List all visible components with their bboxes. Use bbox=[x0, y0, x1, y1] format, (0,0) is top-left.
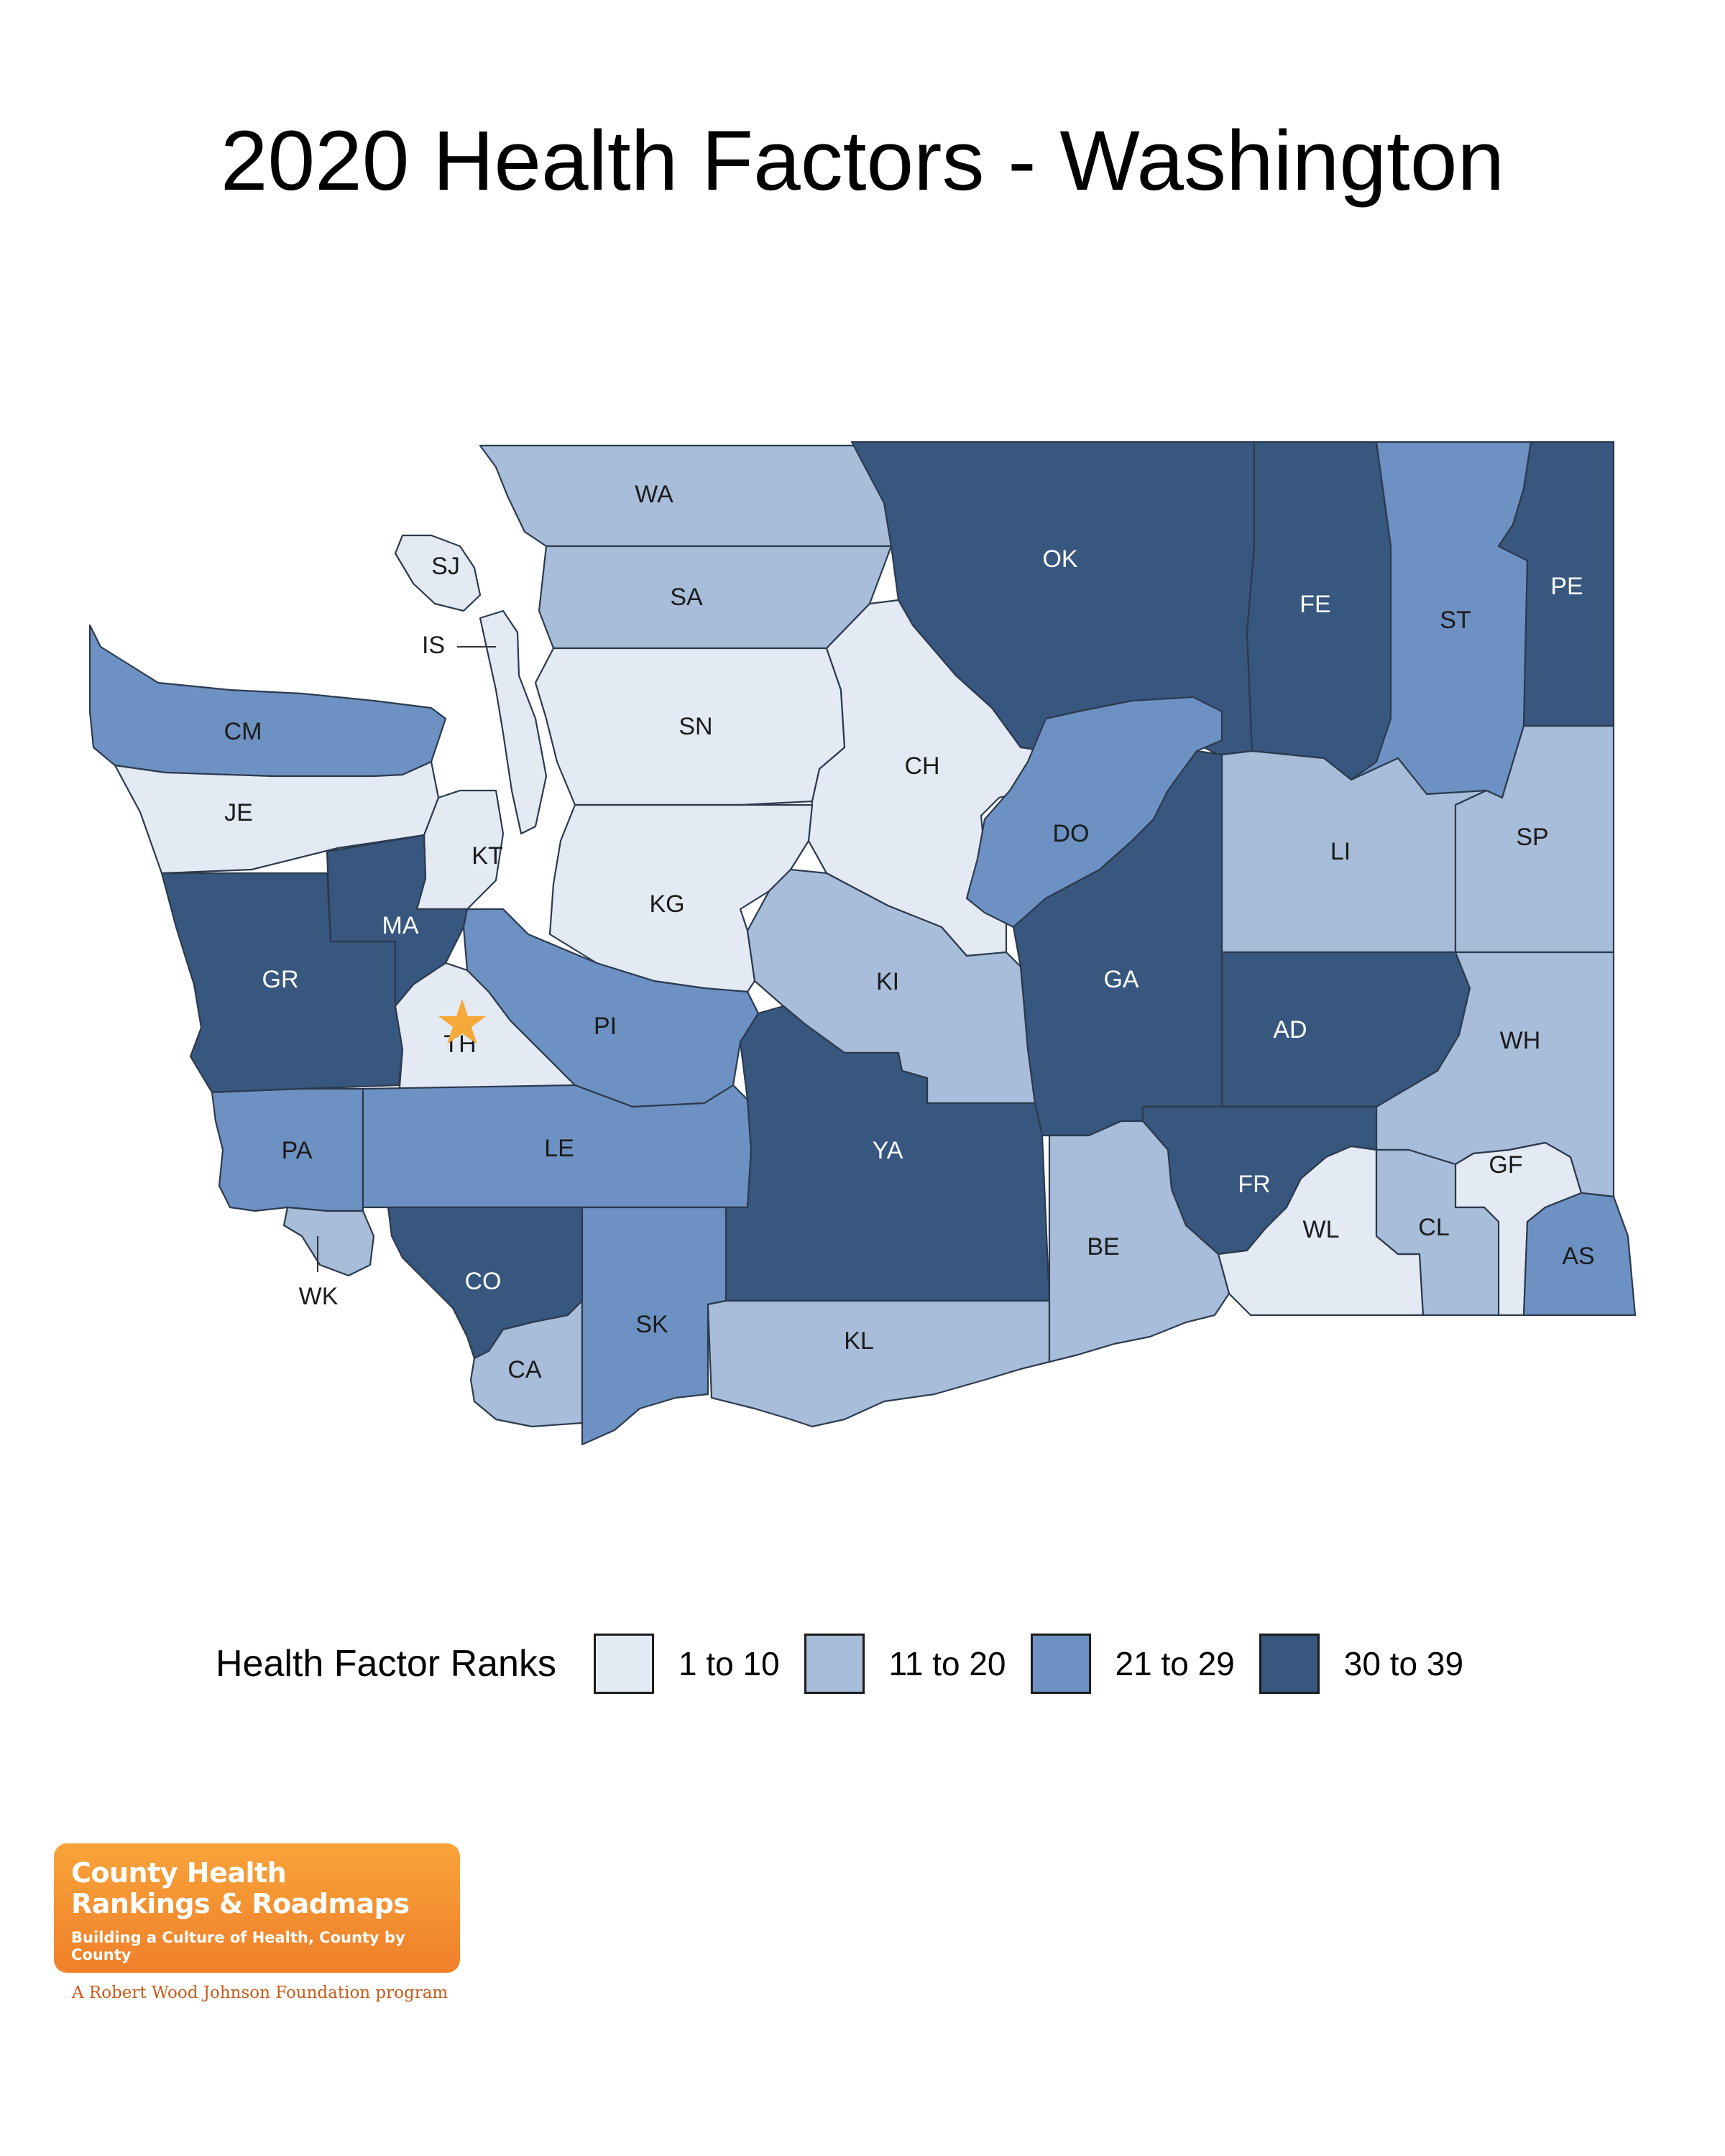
county-label-pi: PI bbox=[594, 1013, 617, 1040]
county-pa bbox=[211, 1087, 364, 1212]
legend-swatch bbox=[804, 1634, 865, 1694]
county-label-sj: SJ bbox=[431, 553, 460, 580]
county-label-is: IS bbox=[422, 632, 445, 659]
county-label-wl: WL bbox=[1303, 1216, 1340, 1243]
legend-swatch bbox=[1259, 1634, 1320, 1694]
county-label-fe: FE bbox=[1300, 591, 1330, 618]
chrr-logo: County Health Rankings & Roadmaps Buildi… bbox=[54, 1843, 460, 1973]
legend-swatch bbox=[593, 1634, 654, 1694]
county-sk bbox=[581, 1206, 727, 1446]
county-label-kl: KL bbox=[844, 1327, 874, 1355]
county-kg bbox=[548, 803, 814, 993]
county-ya bbox=[724, 1005, 1051, 1302]
county-label-gf: GF bbox=[1489, 1151, 1522, 1179]
legend-label: 1 to 10 bbox=[678, 1645, 780, 1682]
county-label-pa: PA bbox=[282, 1137, 313, 1164]
legend-label: 21 to 29 bbox=[1115, 1645, 1235, 1682]
county-label-gr: GR bbox=[262, 966, 299, 993]
county-label-fr: FR bbox=[1238, 1171, 1270, 1198]
county-label-sa: SA bbox=[670, 584, 703, 611]
legend-label: 30 to 39 bbox=[1343, 1645, 1464, 1682]
county-wk bbox=[282, 1206, 375, 1277]
star-icon bbox=[438, 999, 486, 1044]
county-label-ad: AD bbox=[1273, 1016, 1307, 1044]
legend-item: 21 to 29 bbox=[1030, 1634, 1235, 1694]
logo-tagline: Building a Culture of Health, County by … bbox=[71, 1929, 405, 1964]
county-label-ya: YA bbox=[873, 1137, 903, 1164]
legend-label: 11 to 20 bbox=[888, 1645, 1006, 1682]
legend: Health Factor Ranks 1 to 10 11 to 20 21 … bbox=[216, 1628, 1488, 1700]
county-label-sk: SK bbox=[635, 1311, 668, 1338]
leader-lines bbox=[317, 646, 496, 1272]
county-label-le: LE bbox=[544, 1135, 574, 1162]
legend-item: 1 to 10 bbox=[593, 1634, 780, 1694]
county-label-li: LI bbox=[1330, 838, 1351, 865]
county-label-do: DO bbox=[1053, 820, 1090, 847]
county-label-wh: WH bbox=[1500, 1027, 1541, 1054]
county-label-sp: SP bbox=[1516, 824, 1548, 851]
county-label-sn: SN bbox=[678, 713, 712, 740]
county-cl bbox=[1375, 1148, 1500, 1317]
county-wa bbox=[479, 444, 893, 548]
county-kl bbox=[707, 1299, 1051, 1428]
county-label-cm: CM bbox=[224, 718, 262, 745]
county-label-ga: GA bbox=[1103, 966, 1138, 993]
county-be bbox=[1048, 1120, 1230, 1363]
county-ma bbox=[326, 834, 469, 1008]
county-sa bbox=[538, 545, 893, 650]
legend-item: 11 to 20 bbox=[804, 1634, 1006, 1694]
legend-title: Health Factor Ranks bbox=[216, 1643, 556, 1685]
county-sj bbox=[394, 534, 482, 612]
county-label-co: CO bbox=[465, 1268, 502, 1295]
county-label-wa: WA bbox=[635, 481, 673, 508]
county-label-pe: PE bbox=[1550, 573, 1583, 600]
county-cm bbox=[88, 624, 447, 778]
county-label-st: ST bbox=[1440, 607, 1471, 634]
county-label-ok: OK bbox=[1042, 545, 1077, 573]
county-is bbox=[479, 609, 548, 835]
logo-line1: County Health bbox=[71, 1857, 287, 1889]
county-as bbox=[1522, 1192, 1637, 1317]
legend-item: 30 to 39 bbox=[1259, 1634, 1463, 1694]
county-label-cl: CL bbox=[1418, 1214, 1449, 1241]
county-pe bbox=[1497, 441, 1615, 727]
logo-line2: Rankings & Roadmaps bbox=[71, 1887, 410, 1920]
county-label-je: JE bbox=[224, 799, 253, 826]
county-label-ch: CH bbox=[904, 752, 939, 780]
county-label-ca: CA bbox=[507, 1356, 542, 1383]
county-label-kt: KT bbox=[472, 842, 502, 870]
county-label-wk: WK bbox=[299, 1283, 339, 1310]
county-label-as: AS bbox=[1562, 1243, 1594, 1270]
county-label-ma: MA bbox=[382, 912, 419, 939]
county-label-be: BE bbox=[1087, 1233, 1119, 1261]
legend-swatch bbox=[1030, 1634, 1091, 1694]
logo-footer: A Robert Wood Johnson Foundation program bbox=[72, 1984, 448, 2002]
map-title: 2020 Health Factors - Washington bbox=[220, 114, 1505, 208]
county-label-kg: KG bbox=[649, 890, 684, 918]
county-label-ki: KI bbox=[876, 968, 899, 995]
